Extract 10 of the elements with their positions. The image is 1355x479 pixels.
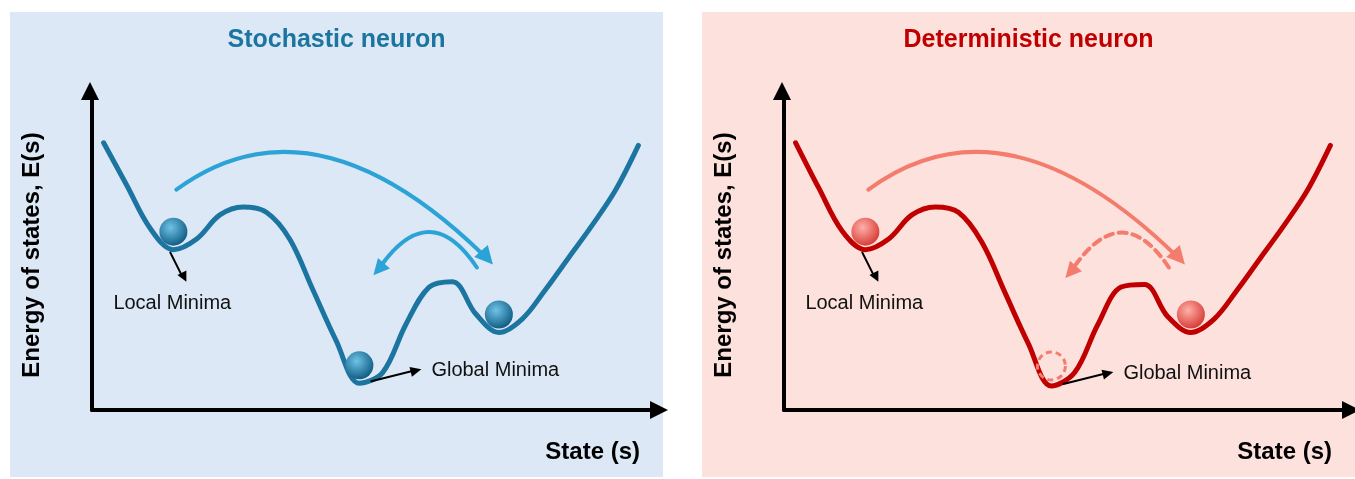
y-axis-title: Energy of states, E(s): [16, 132, 44, 378]
x-axis-title: State (s): [545, 436, 640, 464]
annotation: Global Minima: [431, 358, 561, 381]
annotation: Global Minima: [1123, 360, 1253, 383]
chart-title: Stochastic neuron: [227, 23, 446, 52]
y-axis-title: Energy of states, E(s): [708, 132, 736, 378]
annotation: Local Minima: [113, 290, 233, 313]
x-axis-title: State (s): [1237, 436, 1332, 464]
annotation: Local Minima: [805, 290, 925, 313]
chart-title: Deterministic neuron: [903, 23, 1154, 52]
